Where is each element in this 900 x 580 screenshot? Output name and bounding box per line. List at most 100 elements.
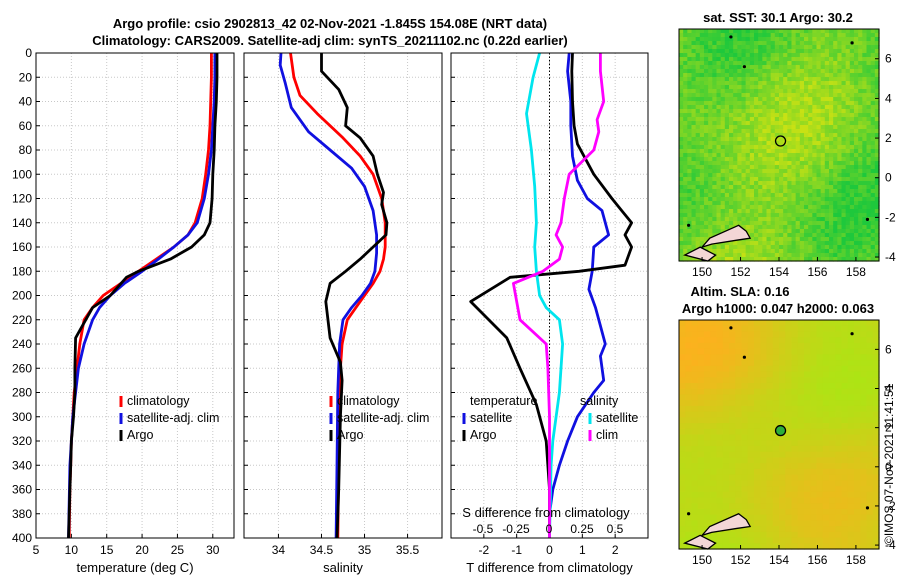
map-cell bbox=[760, 503, 768, 510]
map-cell bbox=[716, 245, 722, 250]
map-cell bbox=[735, 497, 743, 504]
map-cell bbox=[704, 225, 709, 230]
map-cell bbox=[812, 121, 818, 126]
map-cell bbox=[804, 197, 809, 202]
map-cell bbox=[691, 486, 699, 493]
map-cell bbox=[795, 101, 801, 106]
map-cell bbox=[791, 249, 797, 254]
map-cell bbox=[774, 165, 780, 170]
map-cell bbox=[745, 73, 751, 78]
map-cell bbox=[816, 173, 822, 178]
map-cell bbox=[729, 97, 734, 102]
map-cell bbox=[835, 457, 843, 464]
map-cell bbox=[860, 537, 868, 544]
map-cell bbox=[858, 49, 863, 54]
map-cell bbox=[791, 331, 799, 338]
map-cell bbox=[787, 193, 793, 198]
map-cell bbox=[695, 169, 701, 174]
map-cell bbox=[837, 181, 843, 186]
map-cell bbox=[716, 169, 722, 174]
map-cell bbox=[697, 394, 705, 401]
map-cell bbox=[785, 543, 793, 550]
map-cell bbox=[691, 85, 697, 90]
map-cell bbox=[816, 61, 822, 66]
map-cell bbox=[772, 331, 780, 338]
x-tick-label: 35 bbox=[358, 543, 372, 557]
map-cell bbox=[787, 157, 793, 162]
map-cell bbox=[820, 189, 826, 194]
map-cell bbox=[841, 440, 849, 447]
map-cell bbox=[691, 531, 699, 539]
map-cell bbox=[791, 189, 797, 194]
map-cell bbox=[787, 61, 793, 66]
map-cell bbox=[754, 89, 759, 94]
x-tick-label: 158 bbox=[846, 553, 866, 567]
map-cell bbox=[787, 257, 793, 262]
map-cell bbox=[770, 253, 776, 258]
map-cell bbox=[699, 121, 705, 126]
map-cell bbox=[847, 423, 855, 430]
map-cell bbox=[770, 89, 776, 94]
map-cell bbox=[854, 537, 861, 544]
map-cell bbox=[870, 41, 876, 46]
map-cell bbox=[804, 153, 809, 158]
map-cell bbox=[754, 405, 761, 413]
map-cell bbox=[704, 49, 709, 54]
map-cell bbox=[770, 205, 776, 210]
map-cell bbox=[808, 221, 813, 226]
map-cell bbox=[845, 161, 851, 166]
map-cell bbox=[708, 45, 713, 50]
map-cell bbox=[766, 221, 772, 226]
map-cell bbox=[741, 153, 747, 158]
map-cell bbox=[854, 137, 859, 142]
map-cell bbox=[699, 125, 705, 130]
map-cell bbox=[797, 520, 805, 527]
map-cell bbox=[847, 325, 855, 333]
map-cell bbox=[829, 249, 834, 254]
map-cell bbox=[829, 165, 834, 170]
map-cell bbox=[754, 394, 761, 401]
map-cell bbox=[847, 434, 855, 441]
map-cell bbox=[774, 85, 780, 90]
map-cell bbox=[685, 348, 693, 355]
map-cell bbox=[841, 89, 847, 94]
map-cell bbox=[720, 257, 726, 262]
map-cell bbox=[695, 193, 701, 198]
map-cell bbox=[685, 497, 693, 504]
map-cell bbox=[808, 41, 813, 46]
map-cell bbox=[849, 85, 855, 90]
map-cell bbox=[695, 149, 701, 154]
map-cell bbox=[704, 320, 711, 327]
map-cell bbox=[729, 57, 734, 62]
map-cell bbox=[791, 85, 797, 90]
map-cell bbox=[870, 137, 876, 142]
map-cell bbox=[779, 185, 784, 190]
map-cell bbox=[785, 348, 793, 355]
map-cell bbox=[812, 97, 818, 102]
map-cell bbox=[704, 77, 709, 82]
y-tick-label: 20 bbox=[19, 70, 33, 84]
map-cell bbox=[774, 189, 780, 194]
map-cell bbox=[729, 503, 736, 510]
map-cell bbox=[854, 105, 859, 110]
map-cell bbox=[729, 85, 734, 90]
map-cell bbox=[749, 189, 755, 194]
map-cell bbox=[841, 320, 849, 327]
map-cell bbox=[729, 169, 734, 174]
map-cell bbox=[760, 508, 768, 516]
map-cell bbox=[783, 145, 788, 150]
map-cell bbox=[687, 93, 693, 98]
map-cell bbox=[749, 177, 755, 182]
map-cell bbox=[779, 543, 786, 550]
map-cell bbox=[691, 73, 697, 78]
island-dot bbox=[729, 326, 733, 330]
map-cell bbox=[687, 201, 693, 206]
map-cell bbox=[704, 189, 709, 194]
x-tick-label: 0 bbox=[546, 543, 553, 557]
map-cell bbox=[697, 342, 705, 350]
map-cell bbox=[860, 337, 868, 344]
map-cell bbox=[841, 537, 849, 544]
map-cell bbox=[787, 65, 793, 70]
map-cell bbox=[679, 101, 684, 106]
map-cell bbox=[699, 93, 705, 98]
